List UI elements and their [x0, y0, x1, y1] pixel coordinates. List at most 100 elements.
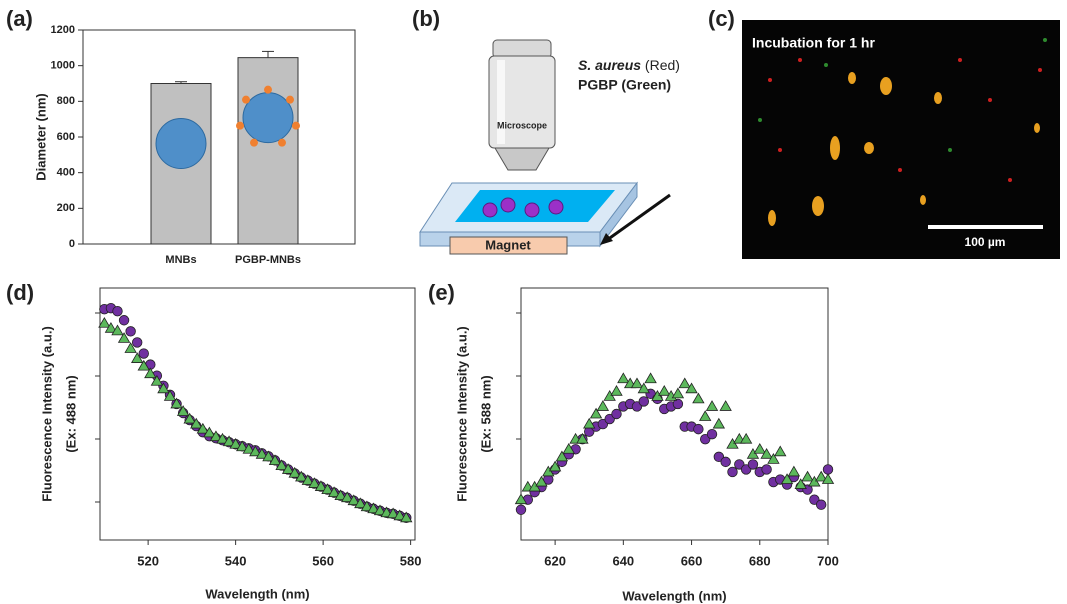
triangle-marker: [314, 480, 328, 491]
triangle-marker: [794, 478, 807, 489]
circle-marker: [112, 305, 123, 317]
triangle-marker: [753, 442, 766, 454]
diagram: Microscope Magnet S. aureus (Red) PGBP (…: [419, 39, 680, 255]
legend-text: PGBP (Green): [578, 77, 671, 93]
y-tick-label: 400: [57, 167, 75, 179]
triangle-marker: [222, 435, 236, 447]
triangle-marker: [367, 502, 380, 514]
triangle-marker: [814, 470, 828, 482]
microscope-label: Microscope: [497, 120, 547, 130]
triangle-marker: [98, 316, 111, 328]
triangle-marker: [705, 400, 719, 411]
circle-marker: [672, 398, 684, 410]
triangle-marker: [787, 465, 801, 477]
triangle-marker: [678, 377, 691, 389]
triangle-marker: [393, 509, 406, 521]
y-tick-label: 800: [57, 95, 75, 107]
triangle-marker: [295, 470, 308, 482]
plot-frame: [99, 287, 416, 541]
triangle-marker: [163, 390, 177, 401]
triangle-marker: [644, 372, 657, 384]
bar: [237, 57, 299, 245]
triangle-marker: [340, 491, 354, 503]
triangle-marker: [712, 417, 726, 429]
triangle-marker: [739, 432, 753, 444]
triangle-marker: [262, 450, 275, 462]
probe: [236, 121, 244, 130]
x-axis-label: Wavelength (nm): [622, 588, 726, 603]
circle-marker: [747, 459, 759, 470]
triangle-marker: [124, 342, 137, 353]
circle-marker: [693, 423, 704, 435]
y-axis-label: (Ex: 488 nm): [63, 375, 78, 452]
probe: [264, 85, 272, 94]
triangle-marker: [157, 382, 170, 394]
triangle-marker: [137, 359, 150, 371]
x-tick-label: PGBP-MNBs: [235, 254, 301, 266]
species: S. aureus: [578, 57, 641, 73]
circle-marker: [638, 396, 650, 407]
triangle-marker: [576, 432, 589, 444]
y-tick-label: 1000: [51, 60, 75, 72]
triangle-marker: [671, 387, 685, 399]
triangle-marker: [275, 459, 288, 471]
panel-label: (b): [412, 6, 440, 31]
y-tick-label: 200: [57, 202, 75, 214]
triangle-marker: [719, 400, 732, 411]
y-tick-label: 600: [57, 131, 75, 143]
triangle-marker: [589, 407, 603, 419]
triangle-marker: [630, 377, 644, 389]
triangle-marker: [301, 474, 315, 485]
triangle-marker: [268, 454, 282, 466]
probe: [250, 138, 258, 147]
triangle-marker: [637, 382, 650, 394]
circle-marker: [131, 337, 143, 348]
triangle-marker: [104, 322, 118, 333]
triangle-marker: [144, 367, 157, 379]
circle-marker: [727, 466, 738, 478]
y-axis-label: Fluorescence Intensity (a.u.): [454, 326, 469, 502]
triangle-marker: [130, 352, 144, 363]
x-tick-label: 660: [681, 553, 703, 568]
triangle-marker: [821, 473, 835, 484]
y-axis-label: Fluorescence Intensity (a.u.): [39, 326, 54, 502]
probe: [286, 95, 294, 104]
triangle-marker: [535, 475, 548, 487]
triangle-marker: [373, 504, 387, 516]
panel-label: (e): [428, 280, 455, 305]
triangle-marker: [216, 432, 229, 444]
triangle-marker: [354, 497, 367, 509]
circle-marker: [815, 499, 827, 510]
triangle-marker: [347, 494, 360, 506]
probe: [242, 95, 250, 104]
plot-frame: [82, 29, 356, 245]
y-axis-label: (Ex: 588 nm): [478, 375, 493, 452]
triangle-marker: [334, 489, 347, 501]
x-tick-label: 560: [312, 553, 334, 568]
x-tick-label: 520: [137, 553, 159, 568]
legend-text: S. aureus (Red): [578, 57, 680, 73]
x-tick-label: 620: [544, 553, 566, 568]
triangle-marker: [196, 422, 210, 434]
triangle-marker: [176, 405, 190, 416]
plot-frame: [520, 287, 829, 541]
triangle-marker: [308, 477, 321, 488]
triangle-marker: [111, 324, 124, 336]
x-tick-label: 580: [400, 553, 422, 568]
y-tick-label: 1200: [51, 24, 75, 36]
triangle-marker: [610, 385, 623, 396]
circle-marker: [515, 504, 527, 515]
triangle-marker: [190, 417, 203, 429]
circle-marker: [761, 464, 772, 475]
triangle-marker: [596, 400, 610, 411]
y-axis-label: Diameter (nm): [33, 93, 48, 180]
triangle-marker: [386, 507, 400, 519]
magnet-label: Magnet: [485, 237, 531, 252]
triangle-marker: [658, 385, 671, 396]
triangle-marker: [117, 332, 131, 343]
triangle-marker: [760, 448, 773, 459]
triangle-marker: [229, 437, 242, 449]
triangle-marker: [249, 445, 262, 457]
triangle-marker: [548, 460, 562, 472]
triangle-marker: [183, 412, 196, 424]
